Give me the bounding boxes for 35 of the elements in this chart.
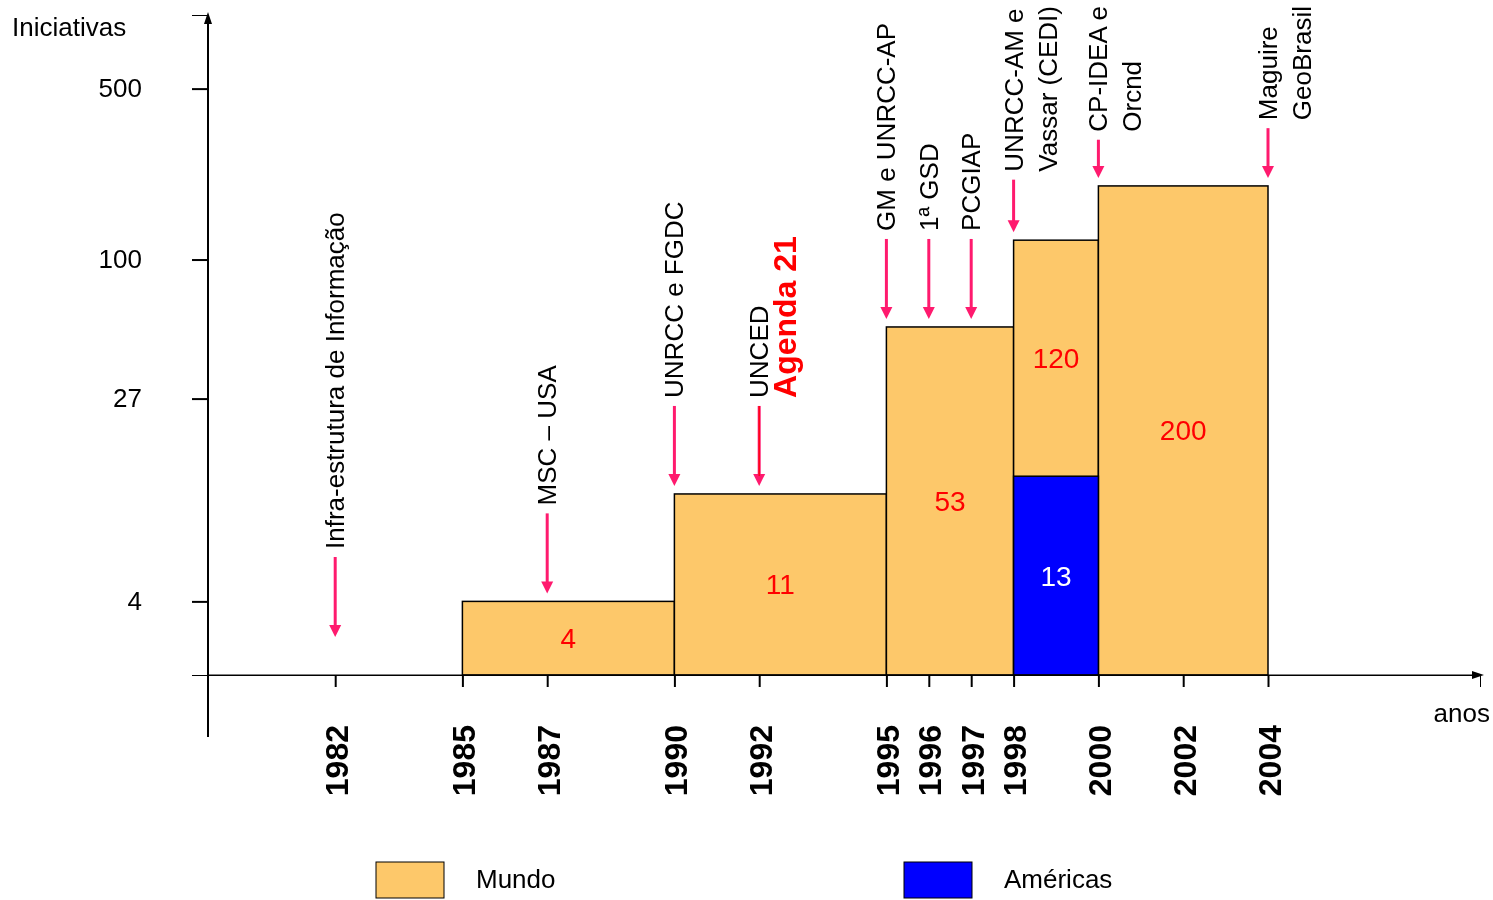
data-label: 4 xyxy=(560,623,577,655)
data-label: 13 xyxy=(1040,560,1072,592)
x-tick-label: 1998 xyxy=(997,725,1034,797)
y-tick-label: 27 xyxy=(113,383,142,414)
ref-line-label: MSC – USA xyxy=(532,364,563,506)
legend-label: Mundo xyxy=(476,864,556,894)
ref-line-label: CP-IDEA e Orcnd xyxy=(1083,6,1148,132)
ref-line-label: UNRCC-AM e Vassar (CEDI) xyxy=(998,6,1063,172)
x-tick-label: 2002 xyxy=(1166,725,1203,797)
data-label: 120 xyxy=(1032,343,1080,375)
ref-line-label: PCGIAP xyxy=(956,132,987,231)
x-tick-label: 1990 xyxy=(657,725,694,797)
ref-line-label: Infra-estrutura de Informação xyxy=(320,212,351,549)
data-label: 53 xyxy=(934,485,966,517)
x-tick-label: 1997 xyxy=(954,725,991,797)
x-tick-label: 1987 xyxy=(530,725,567,797)
y-tick-label: 100 xyxy=(98,244,142,275)
x-tick-label: 2000 xyxy=(1081,725,1118,797)
x-tick-label: 1985 xyxy=(445,725,482,797)
ref-line-label: GM e UNRCC-AP xyxy=(871,22,902,231)
y-tick-label: 500 xyxy=(98,73,142,104)
x-tick-label: 1992 xyxy=(742,725,779,797)
ref-line-label: UNRCC e FGDC xyxy=(659,201,690,398)
ref-line-label: 1ª GSD xyxy=(913,143,944,231)
data-label: 11 xyxy=(765,569,795,601)
x-axis-title: anos xyxy=(1433,698,1490,728)
legend-label: Américas xyxy=(1004,864,1113,894)
x-tick-label: 1996 xyxy=(912,725,949,797)
y-axis-title: Iniciativas xyxy=(12,12,127,42)
x-tick-label: 1982 xyxy=(318,725,355,797)
y-tick-label: 4 xyxy=(127,586,142,617)
x-tick-label: 1995 xyxy=(869,725,906,797)
data-label: 200 xyxy=(1159,415,1207,447)
x-tick-label: 2004 xyxy=(1251,724,1288,797)
ref-line-label: Maguire GeoBrasil xyxy=(1253,6,1317,121)
